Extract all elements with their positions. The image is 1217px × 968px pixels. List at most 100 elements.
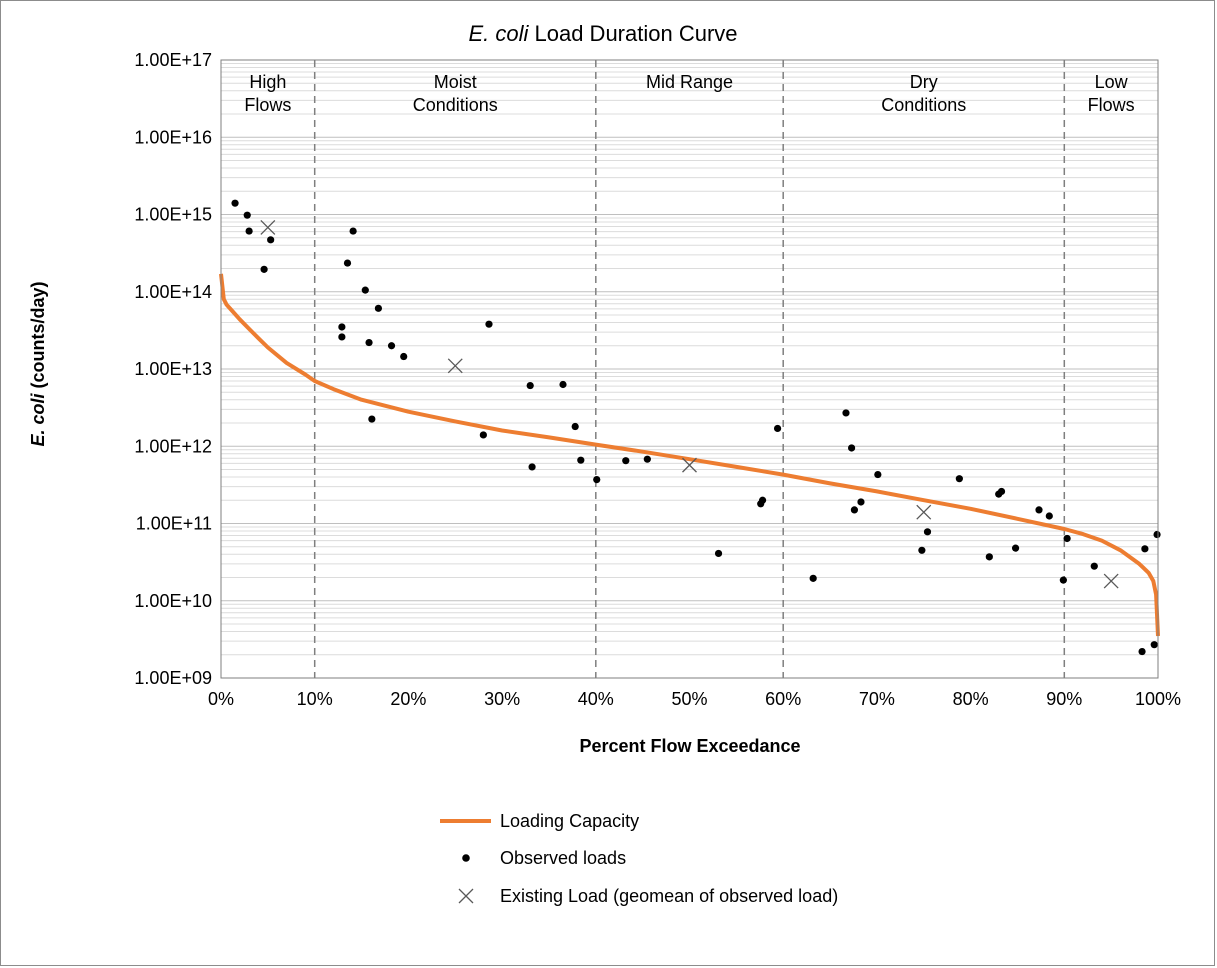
flow-zone-labels: High Flows Moist Conditions Mid Range Dry Cond… xyxy=(244,72,1134,115)
observed-load-point xyxy=(1063,534,1071,543)
y-tick-label: 1.00E+15 xyxy=(134,205,212,225)
observed-load-point xyxy=(343,259,352,267)
observed-load-point xyxy=(559,380,567,389)
legend-label-observed-loads: Observed loads xyxy=(500,848,626,868)
x-tick-label: 30% xyxy=(484,689,520,709)
zone-label: High Flows xyxy=(244,72,291,115)
major-gridlines xyxy=(221,59,1158,679)
observed-load-point xyxy=(1059,576,1067,584)
y-axis-tick-labels: 1.00E+09 1.00E+10 1.00E+11 1.00E+12 1.00E+13… xyxy=(134,50,212,688)
y-tick-label: 1.00E+10 xyxy=(134,591,212,611)
observed-load-point xyxy=(848,444,856,452)
y-tick-label: 1.00E+12 xyxy=(134,436,212,456)
x-tick-label: 80% xyxy=(953,689,989,709)
loading-capacity-curve xyxy=(219,273,1160,637)
observed-load-point xyxy=(260,265,268,273)
zone-label: Mid Range xyxy=(646,72,733,92)
observed-load-point xyxy=(528,463,536,471)
existing-load-marker xyxy=(682,457,697,473)
observed-load-point xyxy=(485,320,493,328)
y-tick-label: 1.00E+11 xyxy=(136,514,212,534)
chart-title: E. coli Load Duration Curve xyxy=(468,21,737,46)
observed-load-point xyxy=(1011,544,1020,552)
observed-load-point xyxy=(368,415,376,423)
zone-label: Moist Conditions xyxy=(413,72,498,115)
minor-gridlines xyxy=(221,63,1158,656)
y-tick-label: 1.00E+17 xyxy=(134,50,212,70)
x-tick-label: 10% xyxy=(297,689,333,709)
loading-capacity-line xyxy=(219,273,1160,637)
observed-load-point xyxy=(361,286,369,294)
observed-loads-points xyxy=(231,199,1161,656)
observed-load-point xyxy=(622,457,630,465)
observed-load-point xyxy=(809,574,817,582)
observed-load-point xyxy=(874,470,882,479)
observed-load-point xyxy=(338,323,346,331)
existing-load-markers xyxy=(260,219,1119,589)
plot-area-border xyxy=(220,59,1159,679)
observed-load-point xyxy=(243,211,251,219)
legend-label-existing-load: Existing Load (geomean of observed load) xyxy=(500,886,838,906)
observed-load-point xyxy=(571,422,579,431)
legend-item-existing-load: Existing Load (geomean of observed load) xyxy=(458,886,838,906)
observed-load-point xyxy=(526,381,534,390)
observed-load-point xyxy=(714,549,723,558)
legend-swatch-cross xyxy=(458,888,474,904)
observed-load-point xyxy=(1138,647,1146,656)
x-axis-tick-labels: 0% 10% 20% 30% 40% 50% 60% 70% 80% 90% 100% xyxy=(208,689,1181,709)
y-tick-label: 1.00E+14 xyxy=(134,282,212,302)
observed-load-point xyxy=(997,487,1006,496)
x-tick-label: 40% xyxy=(578,689,614,709)
observed-load-point xyxy=(387,342,396,350)
observed-load-point xyxy=(267,236,275,244)
existing-load-marker xyxy=(1103,573,1119,589)
x-tick-label: 70% xyxy=(859,689,895,709)
observed-load-point xyxy=(1153,530,1161,539)
observed-load-point xyxy=(955,475,963,483)
observed-load-point xyxy=(374,304,383,312)
observed-load-point xyxy=(349,227,357,235)
x-tick-label: 20% xyxy=(390,689,426,709)
x-tick-label: 0% xyxy=(208,689,234,709)
zone-label: Low Flows xyxy=(1088,72,1135,115)
x-tick-label: 90% xyxy=(1046,689,1082,709)
observed-load-point xyxy=(479,431,487,439)
observed-load-point xyxy=(758,496,767,504)
observed-load-point xyxy=(1035,506,1043,514)
legend: Loading Capacity Observed loads Existing… xyxy=(440,811,838,906)
x-tick-label: 50% xyxy=(671,689,707,709)
zone-label: Dry Conditions xyxy=(881,72,966,115)
y-tick-label: 1.00E+13 xyxy=(134,359,212,379)
legend-swatch-dot xyxy=(462,854,470,862)
y-axis-label: E. coli (counts/day) xyxy=(28,281,48,446)
observed-load-point xyxy=(245,227,253,235)
observed-load-point xyxy=(231,199,239,207)
existing-load-marker xyxy=(447,358,463,374)
observed-load-point xyxy=(857,498,865,506)
y-tick-label: 1.00E+16 xyxy=(134,127,212,147)
observed-load-point xyxy=(643,455,651,463)
observed-load-point xyxy=(365,338,373,347)
existing-load-marker xyxy=(916,504,932,520)
x-tick-label: 100% xyxy=(1135,689,1181,709)
observed-load-point xyxy=(1150,641,1158,649)
observed-load-point xyxy=(850,506,859,514)
observed-load-point xyxy=(338,333,346,341)
observed-load-point xyxy=(985,553,993,561)
legend-item-observed-loads: Observed loads xyxy=(462,848,626,868)
observed-load-point xyxy=(593,476,601,484)
x-tick-label: 60% xyxy=(765,689,801,709)
observed-load-point xyxy=(923,528,932,536)
observed-load-point xyxy=(1090,562,1098,570)
observed-load-point xyxy=(918,546,926,554)
existing-load-marker xyxy=(260,219,276,235)
legend-item-loading-capacity: Loading Capacity xyxy=(440,811,639,831)
y-tick-label: 1.00E+09 xyxy=(134,668,212,688)
x-axis-label: Percent Flow Exceedance xyxy=(579,736,800,756)
observed-load-point xyxy=(400,352,408,361)
observed-load-point xyxy=(577,456,585,464)
observed-load-point xyxy=(1045,512,1053,520)
observed-load-point xyxy=(842,409,850,417)
